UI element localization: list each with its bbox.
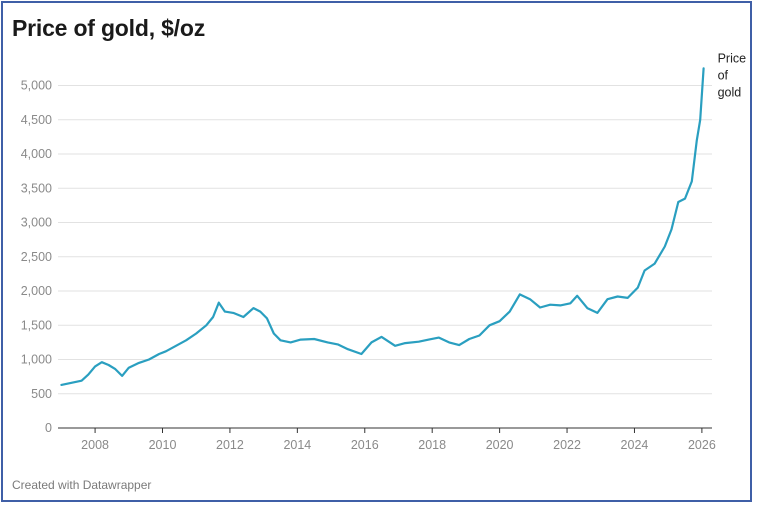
x-tick-label: 2024	[621, 438, 649, 452]
series-label: Price of gold	[718, 51, 747, 99]
series-layer	[60, 67, 705, 386]
series-labels: Price of gold	[718, 51, 747, 99]
chart-credit: Created with Datawrapper	[12, 478, 152, 492]
y-tick-label: 1,500	[21, 318, 52, 332]
x-tick-label: 2008	[81, 438, 109, 452]
x-tick-label: 2020	[486, 438, 514, 452]
x-tick-label: 2026	[688, 438, 716, 452]
y-tick-label: 0	[45, 421, 52, 435]
y-axis-ticks: 0 500 1,000 1,500 2,000 2,500 3,000 3,500 4,000 4…	[21, 79, 52, 435]
series-line	[60, 67, 705, 386]
y-tick-label: 2,500	[21, 250, 52, 264]
grid-lines	[58, 85, 712, 429]
y-tick-label: 4,000	[21, 147, 52, 161]
y-tick-label: 4,500	[21, 113, 52, 127]
x-tick-label: 2012	[216, 438, 244, 452]
x-tick-label: 2016	[351, 438, 379, 452]
y-tick-label: 500	[31, 387, 52, 401]
x-tick-label: 2010	[149, 438, 177, 452]
x-tick-label: 2018	[418, 438, 446, 452]
x-tick-label: 2014	[283, 438, 311, 452]
x-tick-label: 2022	[553, 438, 581, 452]
chart-title: Price of gold, $/oz	[12, 15, 206, 41]
y-tick-label: 2,000	[21, 284, 52, 298]
y-tick-label: 1,000	[21, 353, 52, 367]
y-tick-label: 3,000	[21, 216, 52, 230]
y-tick-label: 5,000	[21, 79, 52, 93]
x-axis-ticks: 2008 2010 2012 2014 2016 2018 2020 2022 2024 2026	[81, 428, 716, 452]
y-tick-label: 3,500	[21, 181, 52, 195]
